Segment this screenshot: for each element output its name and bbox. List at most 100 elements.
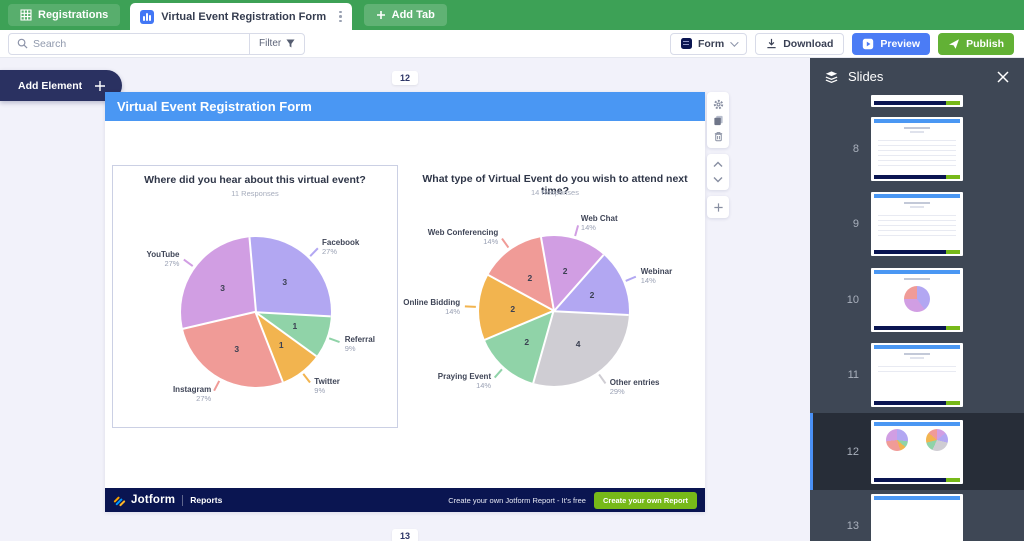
thumb-footer <box>874 250 960 254</box>
chevron-up-icon[interactable] <box>710 158 726 172</box>
slide-thumbnail[interactable] <box>871 494 963 541</box>
pie-label-leader-line <box>494 368 503 379</box>
pie-slice-label: Web Conferencing 14% <box>427 228 499 247</box>
add-slide-toolbar <box>707 196 729 218</box>
filter-button[interactable]: Filter <box>249 33 304 54</box>
thumb-subheading-line <box>910 131 924 133</box>
plus-icon[interactable] <box>710 200 726 214</box>
slide-number: 10 <box>846 294 859 306</box>
form-icon <box>680 38 692 49</box>
pie-chart-element-right[interactable]: What type of Virtual Event do you wish t… <box>403 165 702 428</box>
promo-text: Create your own Jotform Report - It's fr… <box>448 495 586 505</box>
slide-row-13: 13 <box>810 494 1024 541</box>
filter-label: Filter <box>259 38 282 49</box>
layers-icon <box>824 70 839 84</box>
pie-label-leader-line <box>309 247 319 257</box>
slide-move-toolbar <box>707 154 729 190</box>
slide-number-badge: 12 <box>392 71 419 85</box>
pie-label-leader-line <box>303 373 312 383</box>
slide-number: 13 <box>846 520 859 532</box>
download-button[interactable]: Download <box>755 32 845 55</box>
thumb-footer <box>874 477 960 482</box>
tab-registrations[interactable]: Registrations <box>8 4 121 26</box>
add-tab-button[interactable]: Add Tab <box>363 4 447 26</box>
add-element-button[interactable]: Add Element <box>0 70 123 101</box>
pie-slice-label: Webinar 14% <box>640 267 673 286</box>
thumb-footer <box>874 101 960 105</box>
product-name: Reports <box>190 495 223 505</box>
thumb-header <box>874 270 960 274</box>
thumb-header <box>874 421 960 426</box>
search-input[interactable] <box>33 37 241 50</box>
add-element-label: Add Element <box>18 79 83 92</box>
tab-report-active[interactable]: Virtual Event Registration Form <box>130 3 352 30</box>
thumb-table-rows <box>878 362 956 372</box>
slides-panel-header: Slides <box>810 58 1024 95</box>
form-dropdown[interactable]: Form <box>669 32 748 55</box>
slide-thumbnail[interactable] <box>871 192 963 256</box>
jotform-logo-icon <box>113 494 126 507</box>
slide-thumbnail-partial[interactable] <box>871 95 963 107</box>
brand-name: Jotform <box>131 494 176 506</box>
thumb-heading-line <box>904 202 930 204</box>
search-filter-group: Filter <box>8 32 306 55</box>
pie-slice-label: Online Bidding 14% <box>403 298 461 317</box>
app-tab-bar: Registrations Virtual Event Registration… <box>0 0 1024 30</box>
slide-thumbnail[interactable] <box>871 117 963 181</box>
publish-button[interactable]: Publish <box>938 32 1014 55</box>
close-icon[interactable] <box>996 70 1010 84</box>
gear-icon[interactable] <box>710 97 726 111</box>
slide-number: 12 <box>846 445 859 458</box>
plus-icon <box>376 10 386 20</box>
create-report-button[interactable]: Create your own Report <box>593 491 697 509</box>
tab-menu-kebab-icon[interactable] <box>337 7 344 27</box>
slide-thumbnail[interactable] <box>871 268 963 332</box>
slide-row-8: 8 <box>810 117 1024 181</box>
chevron-down-icon[interactable] <box>710 173 726 187</box>
slides-panel-title: Slides <box>848 69 884 84</box>
slide-number: 9 <box>852 218 859 230</box>
thumb-header <box>874 194 960 198</box>
pie-slice-count: 2 <box>562 266 568 277</box>
thumb-table-rows <box>878 211 956 236</box>
pie-slice-count: 3 <box>234 343 240 354</box>
slides-panel: Slides 8 9 10 <box>810 58 1024 541</box>
chart-subtitle: 11 Responses <box>231 189 279 198</box>
thumb-subheading-line <box>910 357 924 359</box>
search-box <box>9 34 249 54</box>
pie-label-leader-line <box>465 305 477 308</box>
slide-title-bar[interactable]: Virtual Event Registration Form <box>105 92 705 121</box>
preview-button[interactable]: Preview <box>852 32 931 55</box>
pie-slice-label: Instagram 27% <box>172 385 212 404</box>
pie-slice-count: 3 <box>282 277 288 288</box>
form-label: Form <box>697 37 725 50</box>
chart-title: Where did you hear about this virtual ev… <box>144 174 366 186</box>
thumb-footer <box>874 326 960 330</box>
play-icon <box>862 38 874 50</box>
report-toolbar: Filter Form Download Preview <box>0 30 1024 58</box>
pie-slice-label: Other entries 29% <box>609 377 660 396</box>
duplicate-icon[interactable] <box>710 113 726 127</box>
chart-subtitle: 14 Responses <box>531 188 579 197</box>
thumb-footer <box>874 175 960 179</box>
plus-icon <box>94 80 106 92</box>
slide-row-10: 10 <box>810 268 1024 332</box>
trash-icon[interactable] <box>710 129 726 143</box>
divider <box>182 494 184 506</box>
report-slide: Virtual Event Registration Form Where di… <box>105 92 705 512</box>
pie-slice-count: 2 <box>527 272 533 283</box>
slide-thumbnail[interactable] <box>871 343 963 407</box>
pie-slice-label: Praying Event 14% <box>437 371 492 390</box>
pie-label-leader-line <box>574 225 579 237</box>
pie-label-leader-line <box>625 275 637 282</box>
search-icon <box>17 38 28 49</box>
slide-number: 8 <box>852 143 859 155</box>
pie-slice-count: 1 <box>292 320 298 331</box>
thumb-subheading-line <box>910 206 924 208</box>
pie-slice-label: YouTube 27% <box>146 250 180 269</box>
next-slide-number-badge: 13 <box>392 529 419 541</box>
pie-chart-element-left[interactable]: Where did you hear about this virtual ev… <box>112 165 398 428</box>
pie-slice-label: Web Chat 14% <box>580 214 618 233</box>
slide-thumbnail-selected[interactable] <box>871 419 963 484</box>
download-icon <box>766 38 777 49</box>
